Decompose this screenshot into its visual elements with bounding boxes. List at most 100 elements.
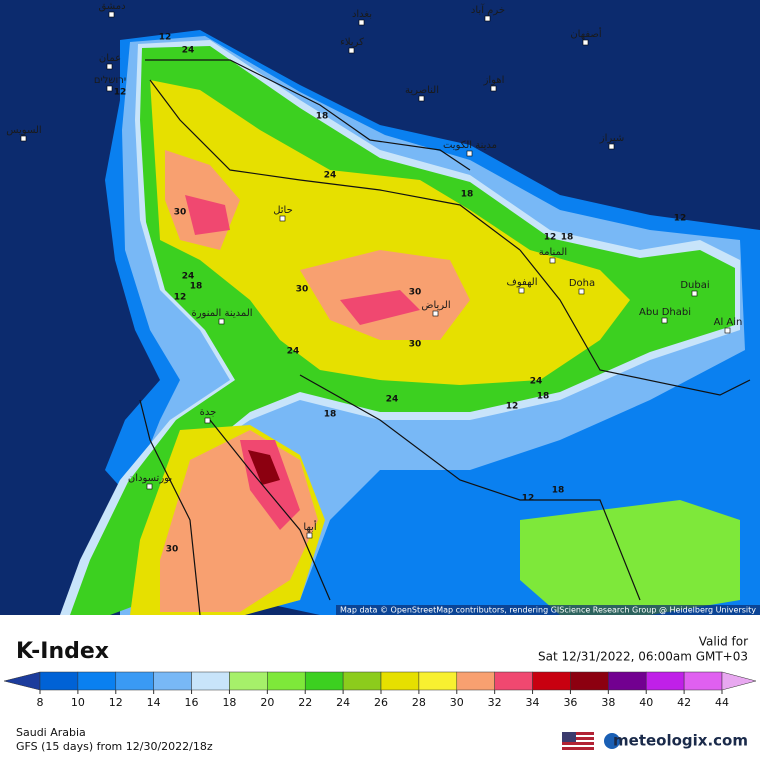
city-label: أصفهان (570, 27, 602, 40)
colorbar-tick-label: 16 (185, 696, 199, 709)
field (60, 30, 760, 615)
city-label: دمشق (98, 1, 125, 12)
contour-label: 18 (561, 233, 574, 243)
contour-label: 24 (386, 395, 399, 405)
city-label: ירושלים (94, 75, 126, 86)
contour-label: 12 (674, 214, 687, 224)
colorbar-segment (77, 671, 117, 691)
colorbar-tick-label: 28 (412, 696, 426, 709)
city-label: Abu Dhabi (639, 307, 691, 318)
brand: meteologix.com (613, 732, 748, 750)
colorbar-tick-label: 42 (677, 696, 691, 709)
contour-label: 12 (159, 33, 172, 43)
city-marker (279, 215, 286, 222)
city-marker (432, 310, 439, 317)
title: K-Index (16, 639, 109, 664)
contour-label: 24 (287, 347, 300, 357)
colorbar-segment (191, 671, 230, 691)
colorbar-segment (532, 671, 571, 691)
contour-label: 30 (296, 285, 309, 295)
border (139, 399, 201, 616)
city-label: Doha (569, 278, 595, 289)
colorbar-tick-label: 8 (37, 696, 44, 709)
colorbar-tick-label: 14 (147, 696, 161, 709)
contour-label: 30 (409, 288, 422, 298)
city-label: Dubai (680, 280, 709, 291)
city-label: مدينة الكويت (443, 140, 497, 151)
city-marker (608, 143, 615, 150)
colorbar-segment (494, 671, 533, 691)
city-label: المدينة المنورة (191, 308, 252, 319)
border (149, 79, 521, 251)
contour-label: 30 (409, 340, 422, 350)
contour-label: 18 (316, 112, 329, 122)
colorbar-tick-label: 24 (336, 696, 350, 709)
contour-label: 24 (182, 272, 195, 282)
field-30 (160, 150, 470, 612)
field-36 (248, 450, 280, 485)
city-label: عمان (99, 53, 121, 64)
contour-label: 18 (190, 282, 203, 292)
city-marker (490, 85, 497, 92)
valid-label: Valid for (699, 635, 748, 649)
attribution: Map data © OpenStreetMap contributors, r… (340, 606, 756, 615)
city-marker (484, 15, 491, 22)
city-marker (306, 532, 313, 539)
colorbar-segment (229, 671, 268, 691)
colorbar-tick-label: 20 (260, 696, 274, 709)
city-label: كربلاء (340, 37, 364, 48)
colorbar-segment (304, 671, 344, 691)
colorbar-segment (608, 671, 647, 691)
colorbar-segment (342, 671, 382, 691)
flag (562, 732, 594, 750)
city-label: أبها (303, 520, 316, 533)
city-label: السويس (6, 125, 41, 136)
city-marker (578, 288, 585, 295)
colorbar-segment (39, 671, 79, 691)
model-run: GFS (15 days) from 12/30/2022/18z (16, 740, 213, 753)
field-26 (150, 80, 630, 385)
colorbar-tick-label: 18 (222, 696, 236, 709)
city-marker (661, 317, 668, 324)
colorbar-tick-label: 30 (450, 696, 464, 709)
city-label: اهواز (483, 75, 505, 86)
colorbar-tick-label: 32 (488, 696, 502, 709)
border (519, 249, 751, 396)
colorbar-tick-label: 26 (374, 696, 388, 709)
city-marker (204, 417, 211, 424)
contour-label: 12 (544, 233, 557, 243)
colorbar-segment (645, 671, 685, 691)
city-marker (418, 95, 425, 102)
logo-icon (604, 733, 620, 749)
border (145, 59, 471, 171)
city-marker (146, 483, 153, 490)
city-marker (348, 47, 355, 54)
colorbar-tick-label: 12 (109, 696, 123, 709)
contour-label: 12 (174, 293, 187, 303)
colorbar-tick-label: 34 (526, 696, 540, 709)
border (299, 374, 641, 601)
contour-label: 12 (506, 402, 519, 412)
colorbar-tick-label: 10 (71, 696, 85, 709)
colorbar-tick-label: 44 (715, 696, 729, 709)
contour-label: 18 (552, 486, 565, 496)
contour-label: 30 (166, 545, 179, 555)
city-marker (358, 19, 365, 26)
field-32 (185, 195, 420, 530)
contour-label: 30 (174, 208, 187, 218)
contour-label: 24 (530, 377, 543, 387)
colorbar-segment (380, 671, 420, 691)
attribution-bg (336, 605, 760, 615)
field-20 (520, 500, 740, 615)
city-marker (106, 63, 113, 70)
contour-label: 24 (324, 171, 337, 181)
city-marker (218, 318, 225, 325)
region: Saudi Arabia (16, 726, 86, 739)
contour-label: 24 (182, 46, 195, 56)
valid-time: Sat 12/31/2022, 06:00am GMT+03 (538, 650, 748, 664)
city-marker (582, 39, 589, 46)
city-label: الهفوف (506, 277, 537, 288)
city-label: بورتسودان (128, 473, 172, 484)
colorbar-segment (570, 671, 609, 691)
